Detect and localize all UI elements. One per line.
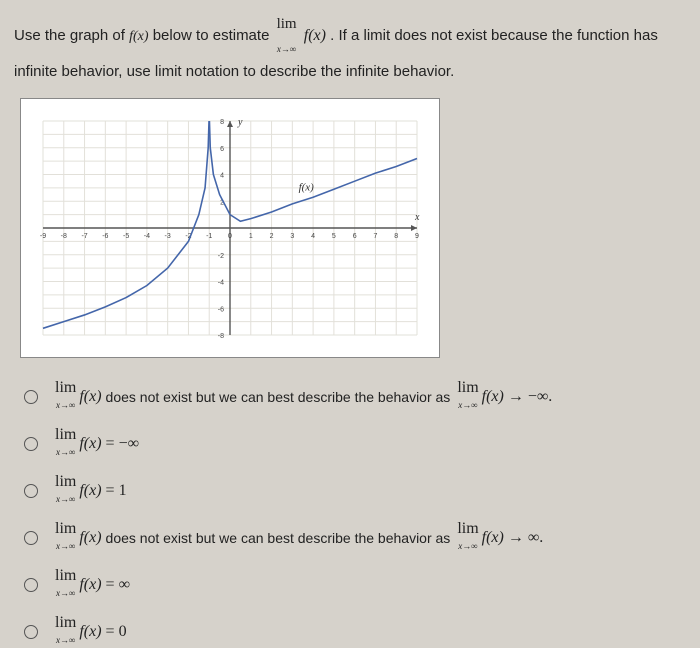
svg-text:x: x: [414, 212, 420, 223]
svg-text:6: 6: [353, 233, 357, 240]
option-row[interactable]: limx→∞f(x) = 1: [24, 474, 686, 507]
svg-text:-6: -6: [218, 306, 224, 313]
option-row[interactable]: limx→∞f(x) does not exist but we can bes…: [24, 380, 686, 413]
option-row[interactable]: limx→∞f(x) = −∞: [24, 427, 686, 460]
stem-part: Use the graph of: [14, 27, 129, 44]
fx-symbol: f(x): [79, 435, 101, 453]
fx-symbol: f(x): [482, 529, 504, 547]
stem-part: infinite behavior, use limit notation to…: [14, 63, 454, 80]
fx-symbol: f(x): [129, 29, 148, 44]
fx-symbol: f(x): [79, 576, 101, 594]
svg-text:1: 1: [249, 233, 253, 240]
svg-text:3: 3: [290, 233, 294, 240]
fx-symbol: f(x): [482, 388, 504, 406]
fx-symbol: f(x): [79, 388, 101, 406]
svg-text:7: 7: [373, 233, 377, 240]
fx-symbol: f(x): [79, 529, 101, 547]
svg-text:0: 0: [228, 233, 232, 240]
radio-button[interactable]: [24, 390, 38, 404]
svg-text:-1: -1: [206, 233, 212, 240]
option-rhs: = ∞: [106, 576, 130, 594]
svg-text:-6: -6: [102, 233, 108, 240]
option-rhs: = −∞: [106, 435, 139, 453]
limit-notation: lim x→∞: [277, 12, 297, 60]
fx-symbol: f(x): [79, 482, 101, 500]
option-rhs: = 1: [106, 482, 127, 500]
limit-notation: limx→∞: [457, 521, 478, 554]
limit-notation: limx→∞: [55, 521, 76, 554]
fx-symbol: f(x): [304, 27, 326, 44]
options-list: limx→∞f(x) does not exist but we can bes…: [24, 380, 686, 648]
option-row[interactable]: limx→∞f(x) does not exist but we can bes…: [24, 521, 686, 554]
svg-text:9: 9: [415, 233, 419, 240]
lim-word: lim: [277, 16, 297, 32]
limit-notation: limx→∞: [55, 568, 76, 601]
limit-notation: limx→∞: [55, 615, 76, 648]
svg-text:-5: -5: [123, 233, 129, 240]
graph-container: -9-8-7-6-5-4-3-2-10123456789-8-6-4-22468…: [20, 98, 440, 358]
radio-button[interactable]: [24, 625, 38, 639]
svg-text:-7: -7: [81, 233, 87, 240]
radio-button[interactable]: [24, 484, 38, 498]
svg-text:6: 6: [220, 146, 224, 153]
svg-text:f(x): f(x): [299, 182, 315, 194]
svg-text:-8: -8: [218, 333, 224, 340]
option-text: does not exist but we can best describe …: [106, 389, 451, 405]
radio-button[interactable]: [24, 531, 38, 545]
svg-text:2: 2: [270, 233, 274, 240]
svg-text:4: 4: [311, 233, 315, 240]
svg-text:8: 8: [394, 233, 398, 240]
limit-notation: limx→∞: [55, 427, 76, 460]
svg-text:8: 8: [220, 119, 224, 126]
limit-notation: limx→∞: [55, 380, 76, 413]
option-row[interactable]: limx→∞f(x) = ∞: [24, 568, 686, 601]
stem-part: . If a limit does not exist because the …: [330, 27, 658, 44]
radio-button[interactable]: [24, 437, 38, 451]
option-text: does not exist but we can best describe …: [106, 530, 451, 546]
svg-text:y: y: [237, 117, 243, 128]
fx-symbol: f(x): [79, 623, 101, 641]
svg-text:-4: -4: [218, 280, 224, 287]
graph-svg: -9-8-7-6-5-4-3-2-10123456789-8-6-4-22468…: [21, 99, 439, 357]
stem-part: below to estimate: [153, 27, 274, 44]
radio-button[interactable]: [24, 578, 38, 592]
question-stem: Use the graph of f(x) below to estimate …: [14, 12, 686, 84]
option-tail: → ∞.: [508, 529, 543, 547]
svg-text:-8: -8: [61, 233, 67, 240]
svg-text:-4: -4: [144, 233, 150, 240]
svg-text:-2: -2: [218, 253, 224, 260]
lim-sub: x→∞: [277, 44, 296, 54]
option-rhs: = 0: [106, 623, 127, 641]
svg-text:-3: -3: [165, 233, 171, 240]
limit-notation: limx→∞: [55, 474, 76, 507]
svg-text:4: 4: [220, 173, 224, 180]
svg-text:5: 5: [332, 233, 336, 240]
option-row[interactable]: limx→∞f(x) = 0: [24, 615, 686, 648]
option-tail: → −∞.: [508, 388, 552, 406]
svg-text:-9: -9: [40, 233, 46, 240]
limit-notation: limx→∞: [457, 380, 478, 413]
